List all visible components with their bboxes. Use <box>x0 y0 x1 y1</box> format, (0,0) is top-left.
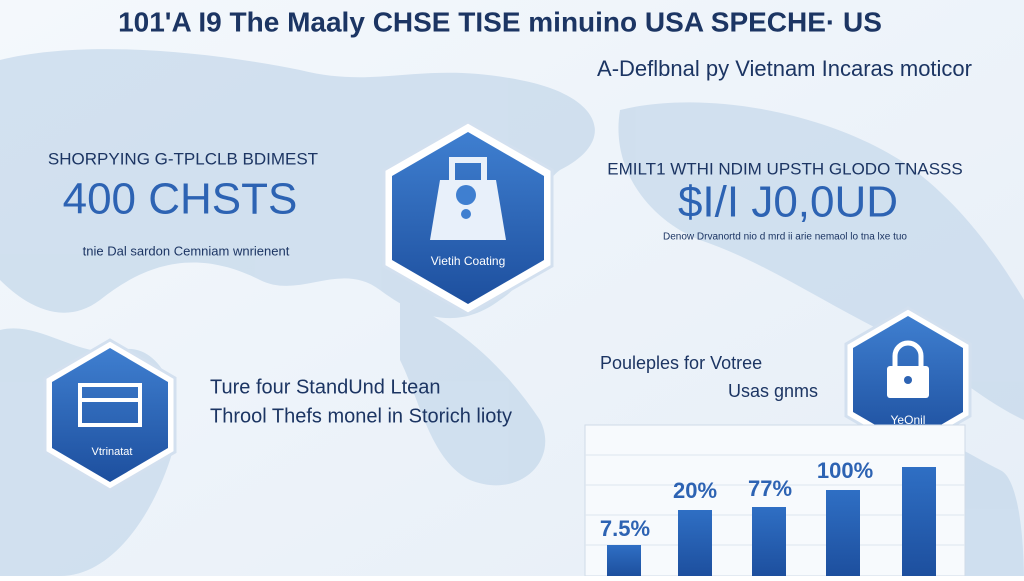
stat-note: tnie Dal sardon Cemniam wnrienent <box>83 243 290 258</box>
body-line: Throol Thefs monel in Storich lioty <box>210 405 512 427</box>
stat-value: $I/I J0,0UD <box>678 178 898 227</box>
stat-value: 400 CHSTS <box>63 175 298 224</box>
bar-label: 77% <box>748 476 792 501</box>
badge-label: YeOnil <box>891 413 926 427</box>
bag-badge: Vietih Coating <box>382 120 554 316</box>
bar-graphic <box>584 424 966 577</box>
badge-label: Vtrinatat <box>92 446 133 458</box>
subtitle: A-Deflbnal py Vietnam Incaras moticor <box>597 56 972 81</box>
vehicle-badge: Vtrinatat <box>43 338 177 492</box>
title: 101'A I9 The Maaly CHSE TISE minuino USA… <box>118 6 882 37</box>
bar-label: 20% <box>673 478 717 503</box>
lock-badge: YeOnil <box>844 306 972 454</box>
badge-label: Vietih Coating <box>431 254 506 268</box>
stat-heading: EMILT1 WTHI NDIM UPSTH GLODO TNASSS <box>607 159 962 178</box>
bar-label: 100% <box>817 458 873 483</box>
stat-note: Denow Drvanortd nio d mrd ii arie nemaol… <box>663 232 907 243</box>
body-line: Ture four StandUnd Ltean <box>210 376 441 398</box>
stat-heading: SHORPYING G-TPLCLB BDIMEST <box>48 149 318 168</box>
chart-heading: Pouleples for Votree <box>600 353 762 373</box>
chart-heading: Usas gnms <box>728 381 818 401</box>
bar-label: 7.5% <box>600 516 650 541</box>
